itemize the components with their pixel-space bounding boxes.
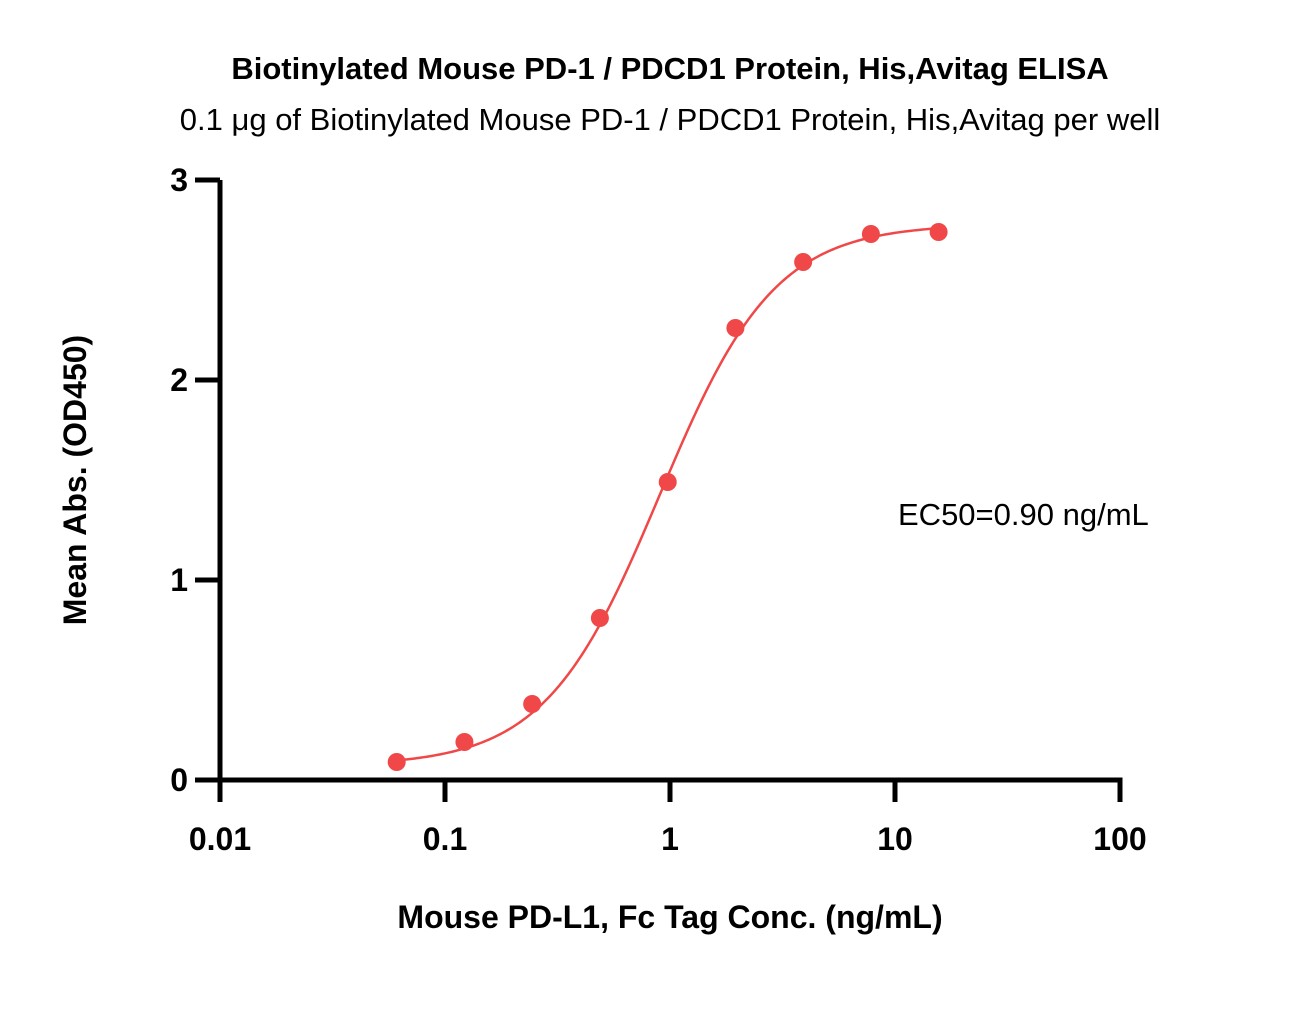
data-point bbox=[455, 733, 474, 751]
x-tick-label: 1 bbox=[661, 821, 679, 857]
data-point bbox=[726, 319, 745, 337]
x-tick-label: 0.1 bbox=[423, 821, 467, 857]
y-axis-ticks: 0 1 2 3 bbox=[170, 162, 220, 798]
data-point bbox=[861, 225, 880, 243]
data-point bbox=[929, 223, 948, 241]
ec50-annotation: EC50=0.90 ng/mL bbox=[898, 497, 1149, 532]
x-axis-ticks: 0.01 0.1 1 10 100 bbox=[189, 780, 1147, 857]
data-points bbox=[387, 223, 948, 771]
y-tick-label: 3 bbox=[170, 162, 188, 198]
chart-subtitle: 0.1 μg of Biotinylated Mouse PD-1 / PDCD… bbox=[180, 102, 1160, 137]
chart-title: Biotinylated Mouse PD-1 / PDCD1 Protein,… bbox=[231, 51, 1108, 86]
data-point bbox=[794, 253, 813, 271]
x-axis-label: Mouse PD-L1, Fc Tag Conc. (ng/mL) bbox=[397, 899, 942, 935]
y-axis-label: Mean Abs. (OD450) bbox=[57, 335, 93, 625]
data-point bbox=[590, 609, 609, 627]
x-tick-label: 100 bbox=[1093, 821, 1146, 857]
data-point bbox=[387, 753, 406, 771]
y-tick-label: 1 bbox=[170, 562, 188, 598]
y-tick-label: 0 bbox=[170, 762, 188, 798]
x-tick-label: 10 bbox=[877, 821, 913, 857]
data-point bbox=[658, 473, 677, 491]
data-point bbox=[523, 695, 542, 713]
y-tick-label: 2 bbox=[170, 362, 188, 398]
x-tick-label: 0.01 bbox=[189, 821, 251, 857]
fit-curve bbox=[396, 226, 939, 762]
